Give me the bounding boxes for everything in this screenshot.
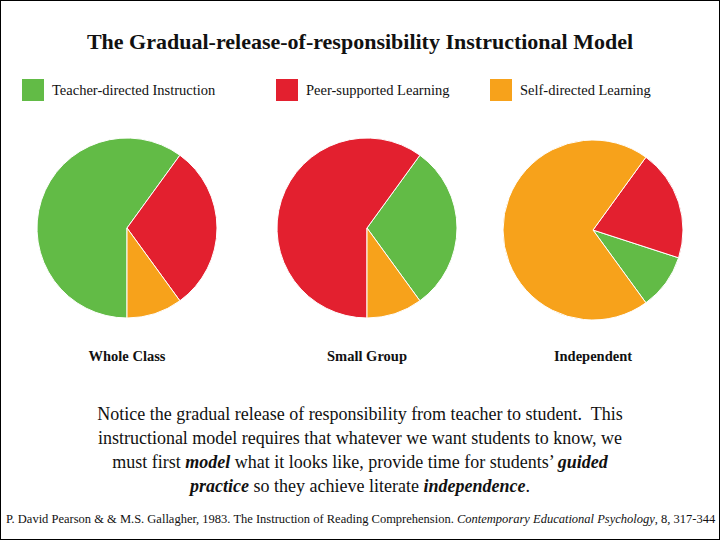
pie-slice	[503, 140, 646, 320]
citation-journal: Contemporary Educational Psychology	[457, 512, 655, 526]
caption-emphasis: independence	[423, 476, 525, 496]
caption-line: instructional model requires that whatev…	[0, 426, 720, 450]
slide: The Gradual-release-of-responsibility In…	[0, 0, 720, 540]
citation-text: P. David Pearson & & M.S. Gallagher, 198…	[6, 512, 457, 526]
caption-emphasis: guided	[558, 452, 608, 472]
caption-line: practice so they achieve literate indepe…	[0, 474, 720, 498]
pie-slice	[277, 138, 420, 318]
caption-line: must first model what it looks like, pro…	[0, 450, 720, 474]
legend-label: Teacher-directed Instruction	[52, 82, 216, 98]
caption-text: Notice the gradual release of responsibi…	[97, 404, 623, 424]
pie	[277, 138, 457, 318]
pie-title: Small Group	[327, 348, 407, 364]
caption-text: must first	[112, 452, 185, 472]
pie-slice	[127, 228, 180, 318]
legend-label: Peer-supported Learning	[306, 82, 449, 98]
citation-text: , 8, 317-344	[655, 512, 715, 526]
pie-slice	[367, 228, 420, 318]
caption-text: what it looks like, provide time for stu…	[230, 452, 558, 472]
caption-emphasis: model	[185, 452, 230, 472]
caption-text: so they achieve literate	[249, 476, 423, 496]
legend-swatch	[22, 79, 44, 101]
caption: Notice the gradual release of responsibi…	[0, 402, 720, 498]
slide-border	[1, 1, 720, 540]
citation: P. David Pearson & & M.S. Gallagher, 198…	[6, 512, 720, 527]
caption-emphasis: practice	[190, 476, 249, 496]
pie-title: Independent	[554, 348, 632, 364]
legend-swatch	[490, 79, 512, 101]
pie-title: Whole Class	[89, 348, 166, 364]
slide-title: The Gradual-release-of-responsibility In…	[87, 29, 633, 54]
legend-swatch	[276, 79, 298, 101]
pie	[37, 138, 217, 318]
legend-label: Self-directed Learning	[520, 82, 651, 98]
legend: Teacher-directed Instruction Peer-support…	[22, 79, 651, 101]
pie	[503, 140, 683, 320]
caption-line: Notice the gradual release of responsibi…	[0, 402, 720, 426]
caption-text: instructional model requires that whatev…	[98, 428, 622, 448]
caption-text: .	[525, 476, 530, 496]
